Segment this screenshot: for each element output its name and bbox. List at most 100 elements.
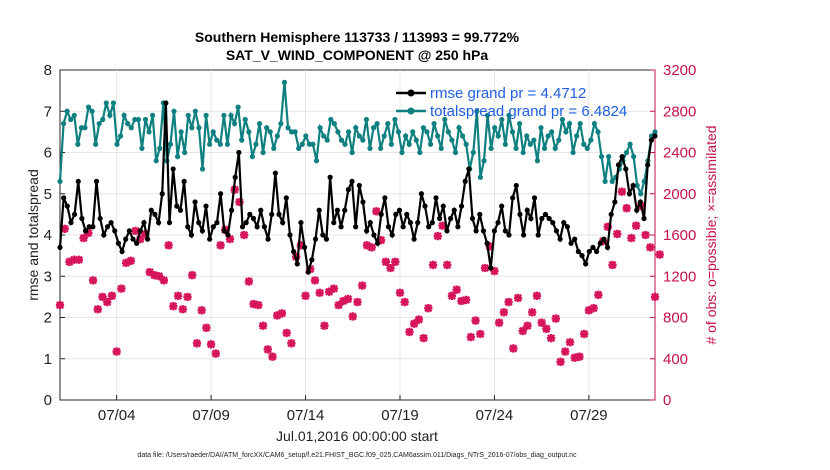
- series-point: [288, 129, 295, 135]
- y-tick-left-label: 5: [44, 186, 52, 203]
- obs-marker: [178, 305, 187, 314]
- series-point: [435, 133, 441, 139]
- series-point: [488, 265, 494, 271]
- series-point: [535, 232, 541, 238]
- obs-marker: [381, 257, 390, 266]
- series-point: [261, 224, 268, 230]
- series-point: [139, 145, 145, 151]
- series-point: [527, 141, 533, 147]
- series-point: [550, 220, 556, 226]
- series-point: [451, 207, 457, 213]
- legend-spread-marker: [407, 107, 415, 115]
- series-point: [561, 220, 567, 226]
- series-point: [608, 211, 614, 217]
- series-point: [462, 178, 468, 184]
- series-point: [604, 244, 611, 250]
- obs-marker: [126, 256, 135, 265]
- series-point: [602, 178, 608, 184]
- series-point: [298, 220, 304, 226]
- series-point: [506, 232, 512, 238]
- series-point: [438, 145, 444, 151]
- series-point: [75, 178, 81, 184]
- series-point: [100, 116, 106, 123]
- series-point: [385, 224, 392, 230]
- obs-marker: [367, 243, 376, 252]
- series-point: [396, 207, 403, 213]
- y-tick-right-label: 1600: [663, 227, 696, 244]
- series-point: [177, 207, 184, 213]
- series-point: [413, 137, 419, 143]
- obs-marker: [565, 338, 575, 347]
- obs-marker: [206, 340, 216, 349]
- obs-marker: [646, 243, 655, 252]
- series-point: [407, 220, 414, 226]
- series-point: [552, 145, 558, 151]
- series-point: [155, 220, 162, 226]
- y-axis-left-label: rmse and totalspread: [25, 169, 41, 301]
- series-point: [170, 166, 176, 172]
- series-point: [509, 129, 516, 135]
- series-point: [470, 149, 476, 156]
- series-point: [163, 100, 169, 106]
- series-point: [331, 121, 337, 127]
- series-point: [132, 116, 138, 123]
- obs-marker: [495, 318, 504, 327]
- series-point: [60, 121, 67, 127]
- series-point: [371, 232, 377, 238]
- series-point: [93, 178, 100, 184]
- obs-marker: [310, 276, 320, 285]
- obs-marker: [584, 306, 594, 315]
- series-point: [502, 228, 508, 234]
- series-point: [294, 261, 300, 267]
- series-point: [114, 141, 120, 147]
- series-point: [97, 215, 103, 222]
- obs-marker: [103, 297, 112, 307]
- obs-marker: [131, 226, 140, 236]
- series-point: [221, 228, 227, 234]
- obs-marker: [461, 295, 471, 305]
- series-point: [249, 154, 255, 160]
- series-point: [570, 149, 576, 156]
- series-point: [410, 129, 416, 135]
- obs-marker: [164, 241, 173, 250]
- obs-marker: [570, 353, 579, 362]
- series-point: [437, 215, 443, 222]
- obs-marker: [202, 323, 211, 332]
- obs-marker: [537, 318, 546, 327]
- series-point: [402, 133, 409, 139]
- series-point: [572, 236, 578, 242]
- series-point: [342, 207, 348, 213]
- series-point: [447, 215, 454, 222]
- series-point: [123, 236, 129, 242]
- series-point: [586, 248, 592, 255]
- series-point: [271, 145, 277, 151]
- series-point: [481, 158, 487, 164]
- rmse-series: [57, 100, 658, 275]
- obs-marker: [98, 292, 107, 302]
- series-point: [331, 220, 337, 226]
- obs-marker: [362, 241, 372, 250]
- series-point: [360, 199, 366, 205]
- series-point: [539, 215, 545, 222]
- series-point: [231, 121, 238, 127]
- series-point: [153, 158, 159, 164]
- obs-marker: [216, 241, 225, 250]
- series-point: [652, 129, 658, 135]
- series-point: [218, 191, 224, 197]
- series-point: [305, 269, 311, 275]
- series-point: [141, 220, 147, 226]
- series-point: [135, 116, 141, 123]
- obs-marker: [277, 309, 287, 318]
- obs-marker: [329, 284, 339, 293]
- series-point: [591, 121, 598, 127]
- obs-marker: [348, 312, 357, 321]
- series-point: [542, 211, 549, 217]
- obs-marker: [235, 197, 244, 207]
- obs-marker: [414, 315, 424, 324]
- series-point: [510, 195, 516, 201]
- obs-marker: [240, 230, 249, 240]
- series-point: [595, 129, 601, 135]
- y-tick-right-label: 2000: [663, 186, 696, 203]
- x-tick-label: 07/09: [192, 407, 230, 424]
- y-tick-right-label: 400: [663, 351, 688, 368]
